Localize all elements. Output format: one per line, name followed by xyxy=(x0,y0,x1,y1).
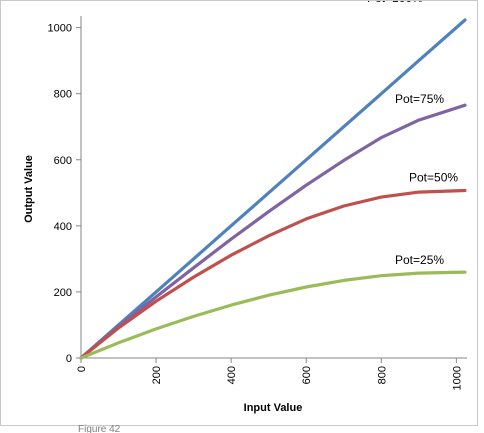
x-tick-label: 800 xyxy=(376,366,388,384)
x-tick-label: 1000 xyxy=(451,366,463,390)
y-axis-label: Output Value xyxy=(23,155,35,223)
series-line xyxy=(79,103,467,360)
y-tick-label: 400 xyxy=(54,221,72,233)
x-tick-label: 0 xyxy=(76,366,88,372)
series-labels: Pot=100% Pot=75% Pot=50% Pot=25% xyxy=(367,0,458,267)
x-tick-label: 400 xyxy=(226,366,238,384)
y-tick-label: 1000 xyxy=(48,23,72,35)
series-label: Pot=100% xyxy=(367,1,423,5)
x-tick-label: 600 xyxy=(301,366,313,384)
y-tick-label: 600 xyxy=(54,155,72,167)
y-tick-label: 0 xyxy=(66,353,72,365)
line-chart: 0 200 400 600 800 1000 0 200 400 600 800 1000 Pot=1… xyxy=(23,0,467,414)
y-tick-label: 200 xyxy=(54,287,72,299)
series-label: Pot=25% xyxy=(395,253,444,267)
sheet-cell-text: Figure 42 xyxy=(78,424,121,433)
series-line xyxy=(79,270,467,360)
series-label: Pot=75% xyxy=(395,92,444,106)
series-lines xyxy=(79,18,467,360)
series-line xyxy=(79,18,467,360)
x-tick-label: 200 xyxy=(151,366,163,384)
series-label: Pot=50% xyxy=(409,170,458,184)
axes: 0 200 400 600 800 1000 0 200 400 600 800 1000 xyxy=(48,16,467,390)
series-line xyxy=(79,188,467,360)
chart-area[interactable]: 0 200 400 600 800 1000 0 200 400 600 800 1000 Pot=1… xyxy=(0,0,478,426)
y-tick-label: 800 xyxy=(54,89,72,101)
x-axis-label: Input Value xyxy=(244,402,303,414)
